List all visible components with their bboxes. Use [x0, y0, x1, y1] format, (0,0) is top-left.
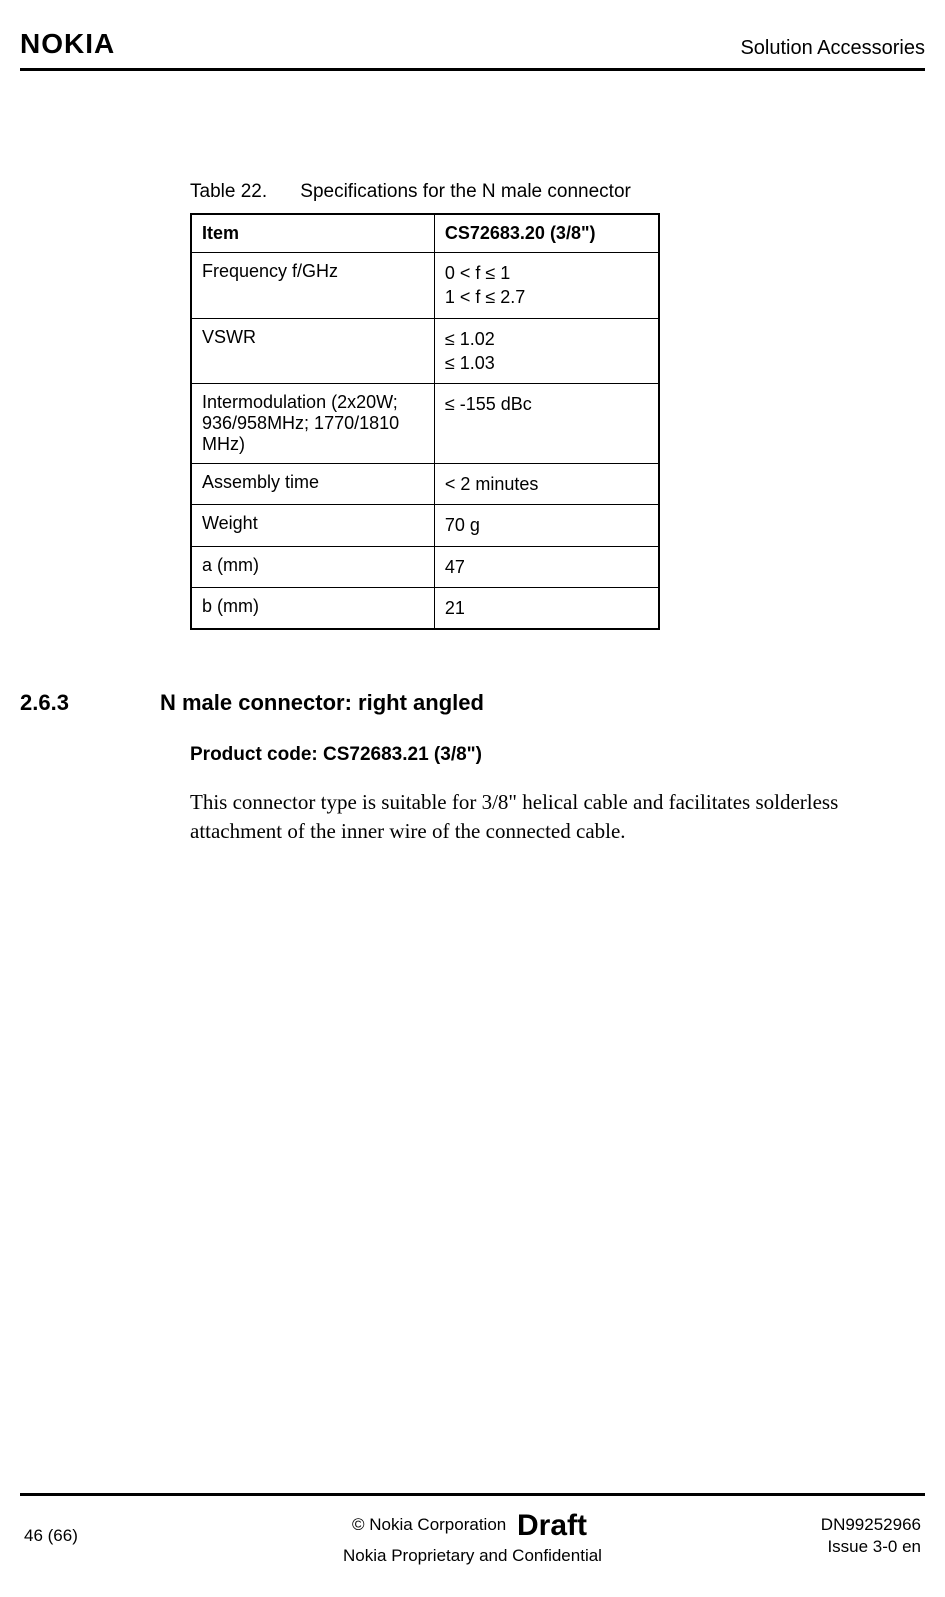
- cell-item: Weight: [191, 505, 434, 546]
- cell-item: b (mm): [191, 588, 434, 630]
- table-row: Assembly time < 2 minutes: [191, 464, 659, 505]
- spec-table: Item CS72683.20 (3/8") Frequency f/GHz0 …: [190, 213, 660, 630]
- cell-value-line: ≤ 1.03: [445, 351, 648, 375]
- cell-item: VSWR: [191, 318, 434, 384]
- col-header-item: Item: [191, 214, 434, 253]
- footer-rule: [20, 1493, 925, 1496]
- table-row: b (mm) 21: [191, 588, 659, 630]
- cell-item: Frequency f/GHz: [191, 253, 434, 319]
- footer-draft-watermark: Draft: [517, 1506, 587, 1545]
- cell-value-line: 1 < f ≤ 2.7: [445, 285, 648, 309]
- section-body-text: This connector type is suitable for 3/8"…: [190, 788, 895, 845]
- footer-confidential: Nokia Proprietary and Confidential: [343, 1546, 602, 1565]
- footer-copyright: © Nokia Corporation: [352, 1515, 506, 1534]
- cell-value-line: 47: [445, 555, 648, 579]
- section-number: 2.6.3: [20, 690, 160, 716]
- cell-item: Assembly time: [191, 464, 434, 505]
- section-heading-row: 2.6.3 N male connector: right angled: [20, 690, 895, 716]
- table-row: Intermodulation (2x20W; 936/958MHz; 1770…: [191, 384, 659, 464]
- cell-value: < 2 minutes: [434, 464, 659, 505]
- cell-item: a (mm): [191, 546, 434, 587]
- footer-issue: Issue 3-0 en: [827, 1537, 921, 1556]
- section-title: N male connector: right angled: [160, 690, 484, 716]
- product-code-line: Product code: CS72683.21 (3/8"): [190, 744, 895, 766]
- table-title: Specifications for the N male connector: [300, 181, 631, 202]
- cell-value-line: 70 g: [445, 513, 648, 537]
- table-row: a (mm) 47: [191, 546, 659, 587]
- page-content: Table 22. Specifications for the N male …: [20, 71, 925, 845]
- cell-value-line: ≤ -155 dBc: [445, 392, 648, 416]
- cell-value: ≤ -155 dBc: [434, 384, 659, 464]
- table-head-row: Item CS72683.20 (3/8"): [191, 214, 659, 253]
- cell-value-line: 21: [445, 596, 648, 620]
- cell-value: 47: [434, 546, 659, 587]
- footer-doc-number: DN99252966: [821, 1515, 921, 1534]
- footer-page-number: 46 (66): [24, 1526, 204, 1546]
- cell-value: 70 g: [434, 505, 659, 546]
- nokia-logo: NOKIA: [20, 28, 115, 60]
- cell-item: Intermodulation (2x20W; 936/958MHz; 1770…: [191, 384, 434, 464]
- cell-value-line: < 2 minutes: [445, 472, 648, 496]
- cell-value: 21: [434, 588, 659, 630]
- cell-value-line: 0 < f ≤ 1: [445, 261, 648, 285]
- table-row: VSWR≤ 1.02≤ 1.03: [191, 318, 659, 384]
- cell-value: 0 < f ≤ 11 < f ≤ 2.7: [434, 253, 659, 319]
- header-section-title: Solution Accessories: [740, 37, 925, 60]
- cell-value: ≤ 1.02≤ 1.03: [434, 318, 659, 384]
- table-number: Table 22.: [190, 181, 295, 203]
- page-footer: 46 (66) © Nokia Corporation Draft Nokia …: [0, 1493, 945, 1567]
- table-row: Weight 70 g: [191, 505, 659, 546]
- cell-value-line: ≤ 1.02: [445, 327, 648, 351]
- page-header: NOKIA Solution Accessories: [20, 28, 925, 66]
- table-caption: Table 22. Specifications for the N male …: [190, 181, 895, 203]
- table-row: Frequency f/GHz0 < f ≤ 11 < f ≤ 2.7: [191, 253, 659, 319]
- col-header-value: CS72683.20 (3/8"): [434, 214, 659, 253]
